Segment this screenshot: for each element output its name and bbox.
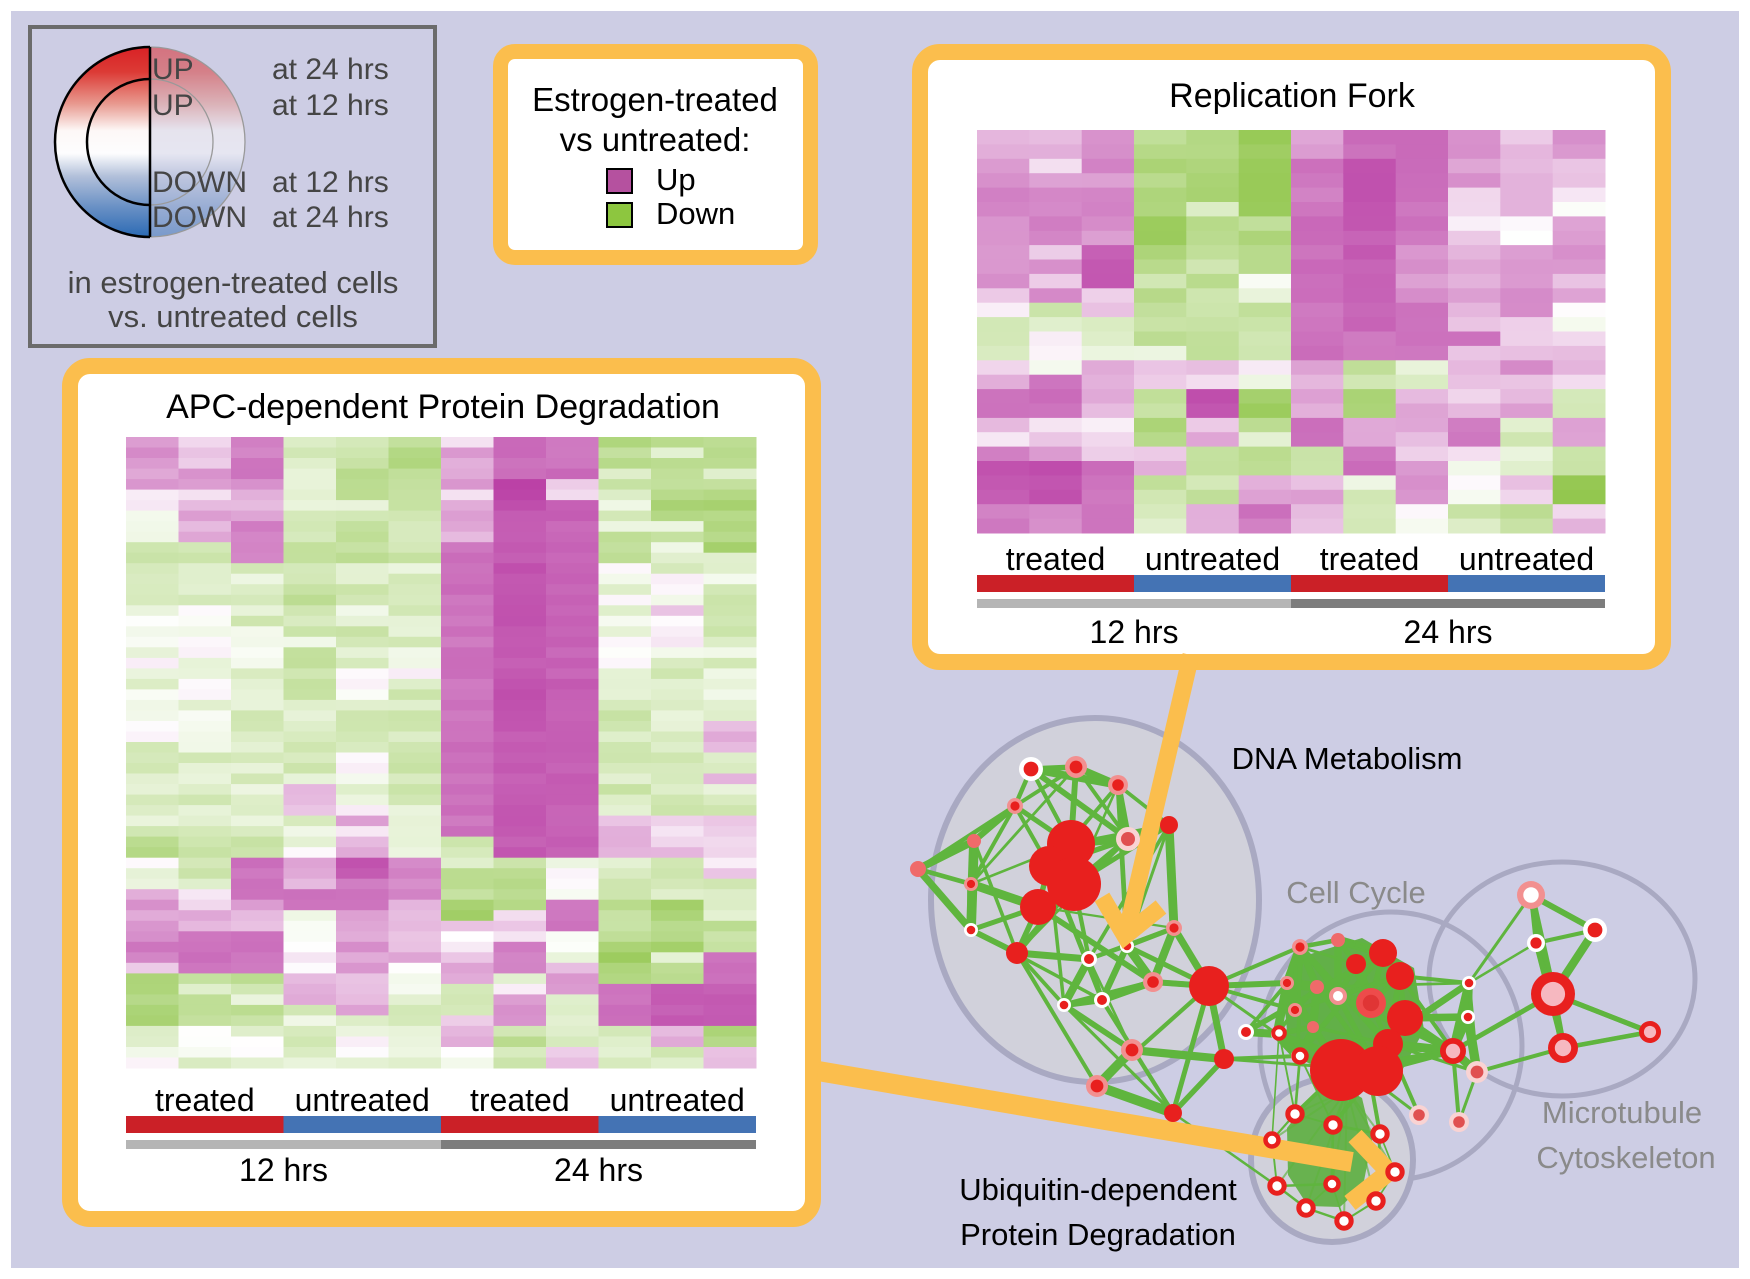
svg-text:treated: treated <box>1006 541 1106 577</box>
svg-text:12 hrs: 12 hrs <box>239 1152 328 1188</box>
svg-text:24 hrs: 24 hrs <box>1404 614 1493 650</box>
svg-text:in estrogen-treated cells: in estrogen-treated cells <box>68 265 399 300</box>
svg-text:at 12 hrs: at 12 hrs <box>272 166 389 199</box>
svg-text:Protein Degradation: Protein Degradation <box>960 1217 1236 1252</box>
svg-text:Down: Down <box>656 196 735 231</box>
svg-text:Up: Up <box>656 162 696 197</box>
svg-text:Cytoskeleton: Cytoskeleton <box>1536 1140 1715 1175</box>
svg-text:DOWN: DOWN <box>152 201 247 234</box>
svg-text:treated: treated <box>470 1082 570 1118</box>
svg-text:at 24 hrs: at 24 hrs <box>272 201 389 234</box>
svg-text:12 hrs: 12 hrs <box>1090 614 1179 650</box>
svg-text:Cell Cycle: Cell Cycle <box>1286 875 1426 910</box>
svg-text:Replication Fork: Replication Fork <box>1169 77 1416 115</box>
svg-text:at 12 hrs: at 12 hrs <box>272 89 389 122</box>
svg-text:untreated: untreated <box>1145 541 1280 577</box>
svg-text:vs untreated:: vs untreated: <box>560 121 751 158</box>
svg-text:Ubiquitin-dependent: Ubiquitin-dependent <box>959 1172 1237 1207</box>
svg-text:untreated: untreated <box>1459 541 1594 577</box>
svg-text:Estrogen-treated: Estrogen-treated <box>532 81 778 118</box>
svg-text:untreated: untreated <box>295 1082 430 1118</box>
svg-text:DNA Metabolism: DNA Metabolism <box>1232 741 1463 776</box>
svg-text:UP: UP <box>152 89 194 122</box>
svg-text:DOWN: DOWN <box>152 166 247 199</box>
svg-text:APC-dependent Protein Degradat: APC-dependent Protein Degradation <box>166 388 720 426</box>
svg-text:treated: treated <box>155 1082 255 1118</box>
svg-text:treated: treated <box>1320 541 1420 577</box>
svg-text:at 24 hrs: at 24 hrs <box>272 53 389 86</box>
svg-text:vs. untreated cells: vs. untreated cells <box>108 299 358 334</box>
svg-text:UP: UP <box>152 53 194 86</box>
svg-text:untreated: untreated <box>610 1082 745 1118</box>
svg-text:24 hrs: 24 hrs <box>554 1152 643 1188</box>
svg-text:Microtubule: Microtubule <box>1542 1095 1702 1130</box>
